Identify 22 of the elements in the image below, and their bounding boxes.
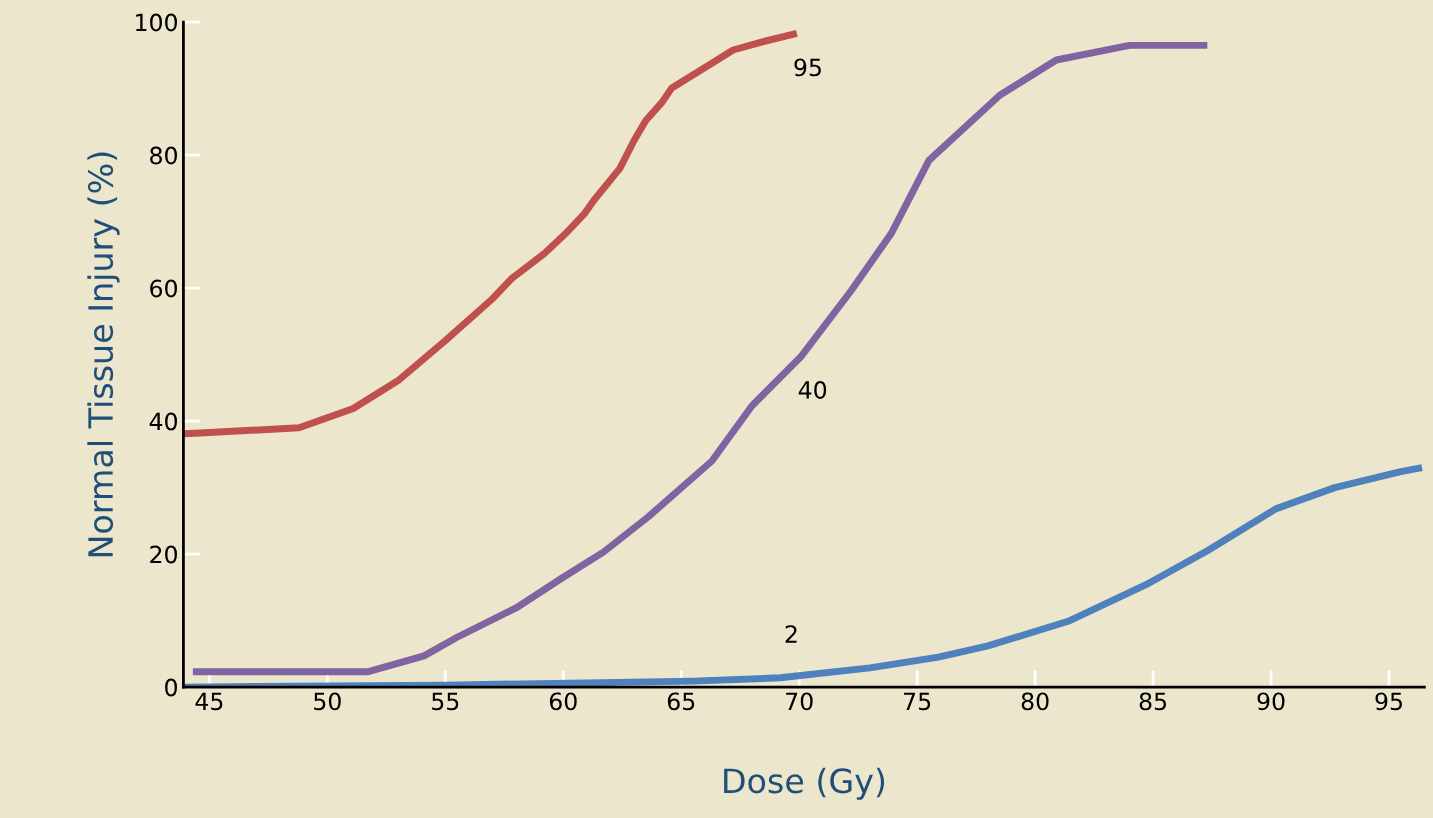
x-tick-label: 45 <box>195 692 223 711</box>
series-label: 2 <box>785 625 797 643</box>
x-tick-label: 85 <box>1139 692 1167 711</box>
y-tick-label: 80 <box>150 146 177 165</box>
y-tick-label: 40 <box>149 412 177 431</box>
y-tick-label: 20 <box>150 545 177 564</box>
x-tick-label: 50 <box>314 692 341 711</box>
x-tick-label: 90 <box>1257 692 1285 711</box>
x-tick-label: 80 <box>1021 692 1049 711</box>
x-tick-label: 60 <box>549 692 577 711</box>
y-tick-label: 0 <box>165 678 177 697</box>
series-label: 40 <box>798 381 827 399</box>
x-tick-label: 65 <box>667 692 695 711</box>
x-tick-label: 95 <box>1375 692 1402 711</box>
series-label: 95 <box>794 58 821 77</box>
x-axis-title: Dose (Gy) <box>724 767 885 800</box>
y-tick-label: 100 <box>136 13 177 32</box>
x-tick-label: 70 <box>786 692 813 711</box>
y-tick-label: 60 <box>150 279 177 298</box>
x-tick-label: 55 <box>432 692 459 711</box>
y-axis-title: Normal Tissue Injury (%) <box>87 152 120 557</box>
x-tick-label: 75 <box>904 692 931 711</box>
